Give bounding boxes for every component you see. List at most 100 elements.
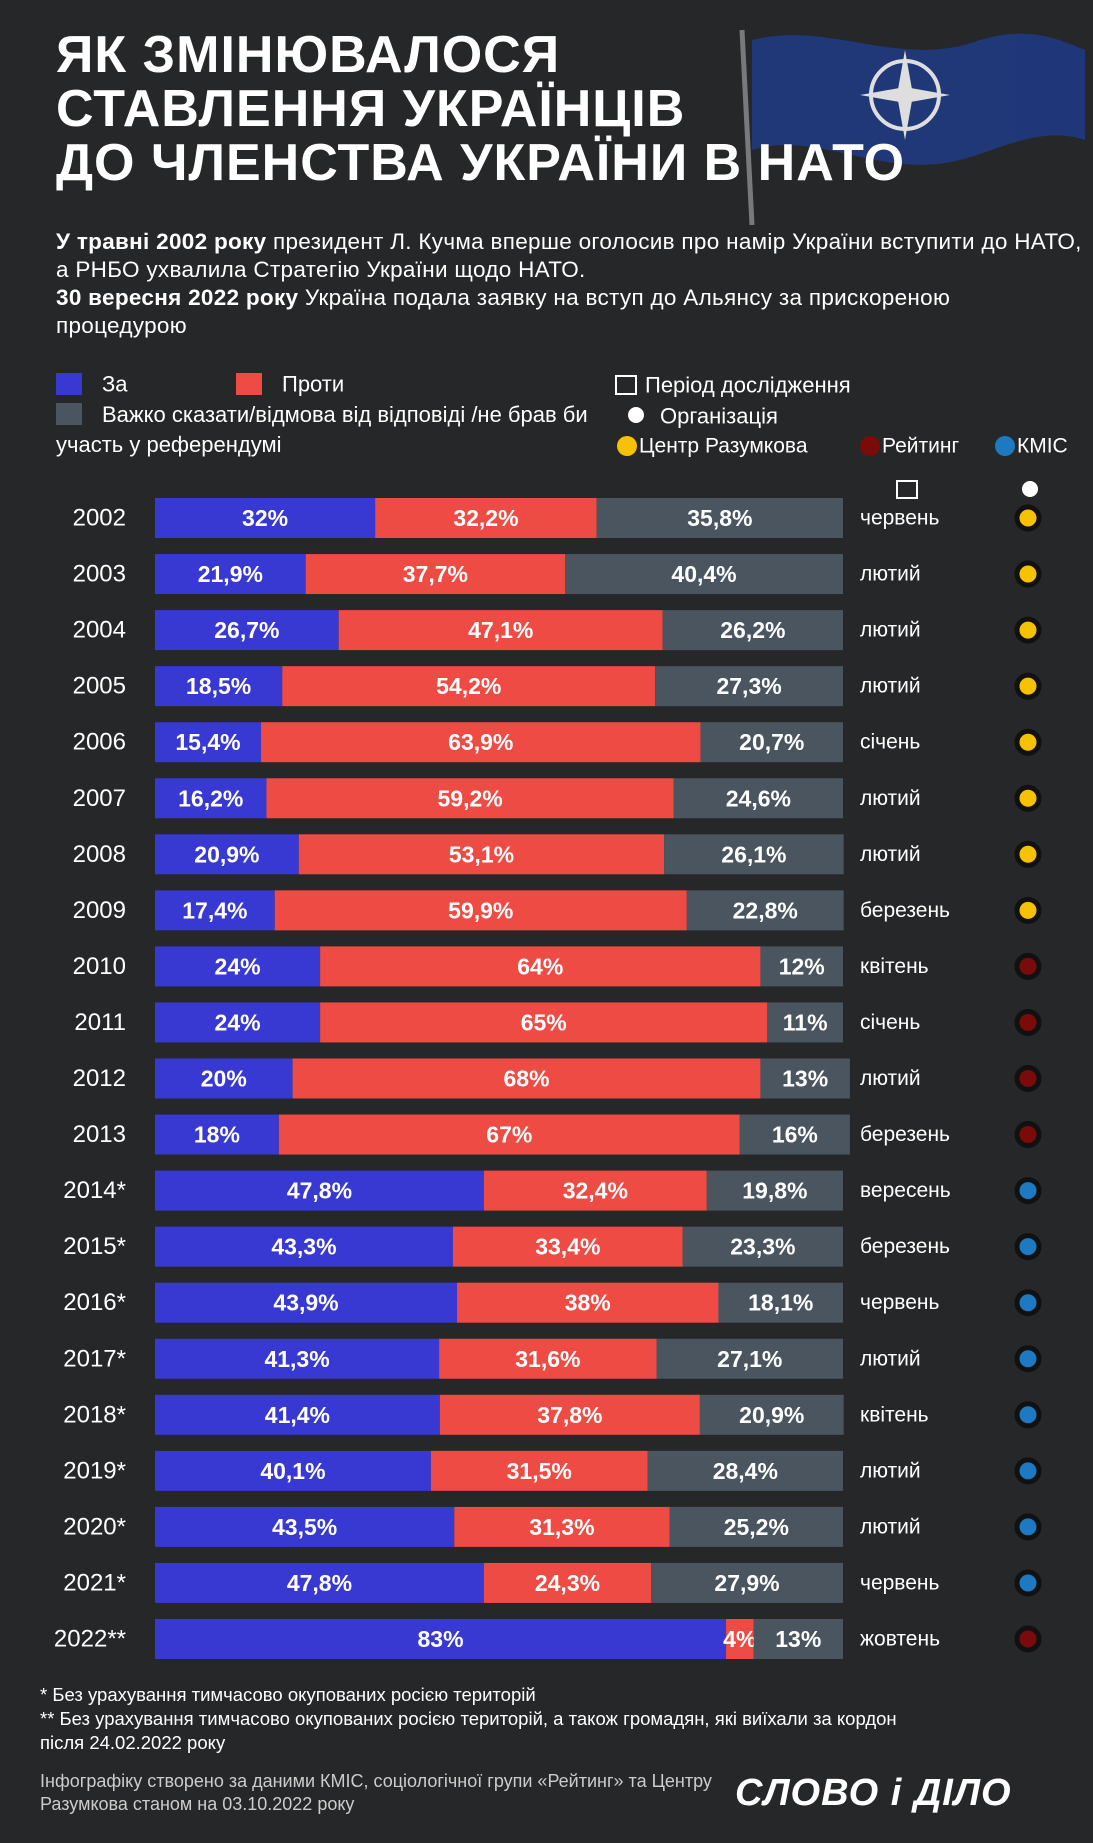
bar-segment xyxy=(155,1506,455,1547)
month-label: лютий xyxy=(860,675,921,698)
value-label: 47,8% xyxy=(287,1570,352,1596)
value-label: 83% xyxy=(417,1626,463,1652)
value-label: 20% xyxy=(201,1066,247,1092)
bar-segment xyxy=(155,610,339,651)
value-label: 32,2% xyxy=(453,505,518,531)
value-label: 25,2% xyxy=(724,1514,789,1540)
value-label: 20,7% xyxy=(739,729,804,755)
value-label: 27,1% xyxy=(717,1346,782,1372)
organization-name: Центр Разумкова xyxy=(639,435,808,458)
month-label: лютий xyxy=(860,787,921,810)
flag-pole xyxy=(739,29,755,226)
bar-segment xyxy=(155,1058,293,1099)
bar-segment xyxy=(305,554,566,595)
subtitle: У травні 2002 року президент Л. Кучма вп… xyxy=(56,228,1086,340)
category-label: 2014* xyxy=(63,1177,126,1204)
bar-segment xyxy=(260,722,701,763)
bar-segment xyxy=(706,1170,843,1211)
category-label: 2019* xyxy=(63,1457,126,1484)
organization-label: Організація xyxy=(660,404,778,429)
bar-segment xyxy=(155,778,267,819)
bar-segment xyxy=(673,778,843,819)
value-label: 18% xyxy=(194,1122,240,1148)
organization-dot xyxy=(1014,672,1042,700)
value-label: 31,6% xyxy=(515,1346,580,1372)
value-label: 41,3% xyxy=(264,1346,329,1372)
calendar-icon xyxy=(615,375,637,395)
value-label: 31,5% xyxy=(507,1458,572,1484)
source: Інфографіку створено за даними КМІС, соц… xyxy=(40,1771,712,1814)
value-label: 19,8% xyxy=(742,1178,807,1204)
organization-dot xyxy=(1014,840,1042,868)
category-label: 2013 xyxy=(73,1121,126,1148)
value-label: 18,5% xyxy=(186,673,251,699)
bar-segment xyxy=(155,1619,727,1659)
value-label: 24% xyxy=(215,1009,261,1035)
value-label: 28,4% xyxy=(713,1458,778,1484)
category-label: 2012 xyxy=(73,1065,126,1092)
value-label: 40,1% xyxy=(260,1458,325,1484)
category-label: 2016* xyxy=(63,1289,126,1316)
bar-segment xyxy=(664,834,844,875)
organization-dot xyxy=(1014,1233,1042,1261)
bar-segment xyxy=(155,946,321,987)
bar-segment xyxy=(647,1450,843,1491)
bar-segment xyxy=(700,722,843,763)
bar-segment xyxy=(155,498,376,538)
category-label: 2021* xyxy=(63,1569,126,1596)
category-label: 2006 xyxy=(73,729,126,756)
value-label: 13% xyxy=(782,1066,828,1092)
value-label: 16% xyxy=(772,1122,818,1148)
bar-segment xyxy=(430,1450,648,1491)
category-label: 2005 xyxy=(73,673,126,700)
value-label: 59,9% xyxy=(448,897,513,923)
title-line: СТАВЛЕННЯ УКРАЇНЦІВ xyxy=(56,80,686,138)
subtitle-text: президент Л. Кучма вперше оголосив про н… xyxy=(56,229,1082,282)
footnotes: * Без урахування тимчасово окупованих ро… xyxy=(40,1683,940,1755)
title-line: ДО ЧЛЕНСТВА УКРАЇНИ В НАТО xyxy=(56,134,906,192)
value-label: 65% xyxy=(521,1009,567,1035)
bar-segment xyxy=(155,554,306,595)
month-label: червень xyxy=(860,1291,939,1314)
month-label: березень xyxy=(860,1235,950,1258)
value-label: 21,9% xyxy=(198,561,263,587)
value-label: 27,9% xyxy=(714,1570,779,1596)
category-label: 2020* xyxy=(63,1513,126,1540)
organization-dot xyxy=(1014,1513,1042,1541)
bar-segment xyxy=(726,1619,754,1659)
organization-dot xyxy=(1014,1457,1042,1485)
organization-dot xyxy=(1014,1177,1042,1205)
footnote: ** Без урахування тимчасово окупованих р… xyxy=(40,1708,897,1753)
category-label: 2008 xyxy=(73,841,126,868)
month-label: червень xyxy=(860,507,939,530)
category-label: 2017* xyxy=(63,1345,126,1372)
value-label: 43,9% xyxy=(273,1290,338,1316)
value-label: 27,3% xyxy=(716,673,781,699)
legend-swatch xyxy=(56,403,82,425)
value-label: 47,8% xyxy=(287,1178,352,1204)
organization-swatch xyxy=(995,436,1015,456)
bar-segment xyxy=(320,1002,768,1043)
logo: СЛОВО і ДІЛО xyxy=(735,1772,1012,1814)
category-label: 2002 xyxy=(73,505,126,532)
month-label: січень xyxy=(860,1011,920,1034)
month-label: лютий xyxy=(860,619,921,642)
column-icon-org xyxy=(1022,481,1038,497)
bar-segment xyxy=(155,1226,453,1267)
category-label: 2010 xyxy=(73,953,126,980)
value-label: 13% xyxy=(775,1626,821,1652)
bar-segment xyxy=(760,946,843,987)
category-label: 2007 xyxy=(73,785,126,812)
value-label: 12% xyxy=(779,953,825,979)
bar-segment xyxy=(718,1282,843,1323)
value-label: 35,8% xyxy=(687,505,752,531)
bar-segment xyxy=(439,1394,700,1435)
bar-segment xyxy=(155,890,275,931)
category-label: 2003 xyxy=(73,561,126,588)
value-label: 26,1% xyxy=(721,841,786,867)
value-label: 38% xyxy=(565,1290,611,1316)
bar-segment xyxy=(282,666,656,707)
bar-segment xyxy=(699,1394,844,1435)
bar-segment xyxy=(155,1394,440,1435)
